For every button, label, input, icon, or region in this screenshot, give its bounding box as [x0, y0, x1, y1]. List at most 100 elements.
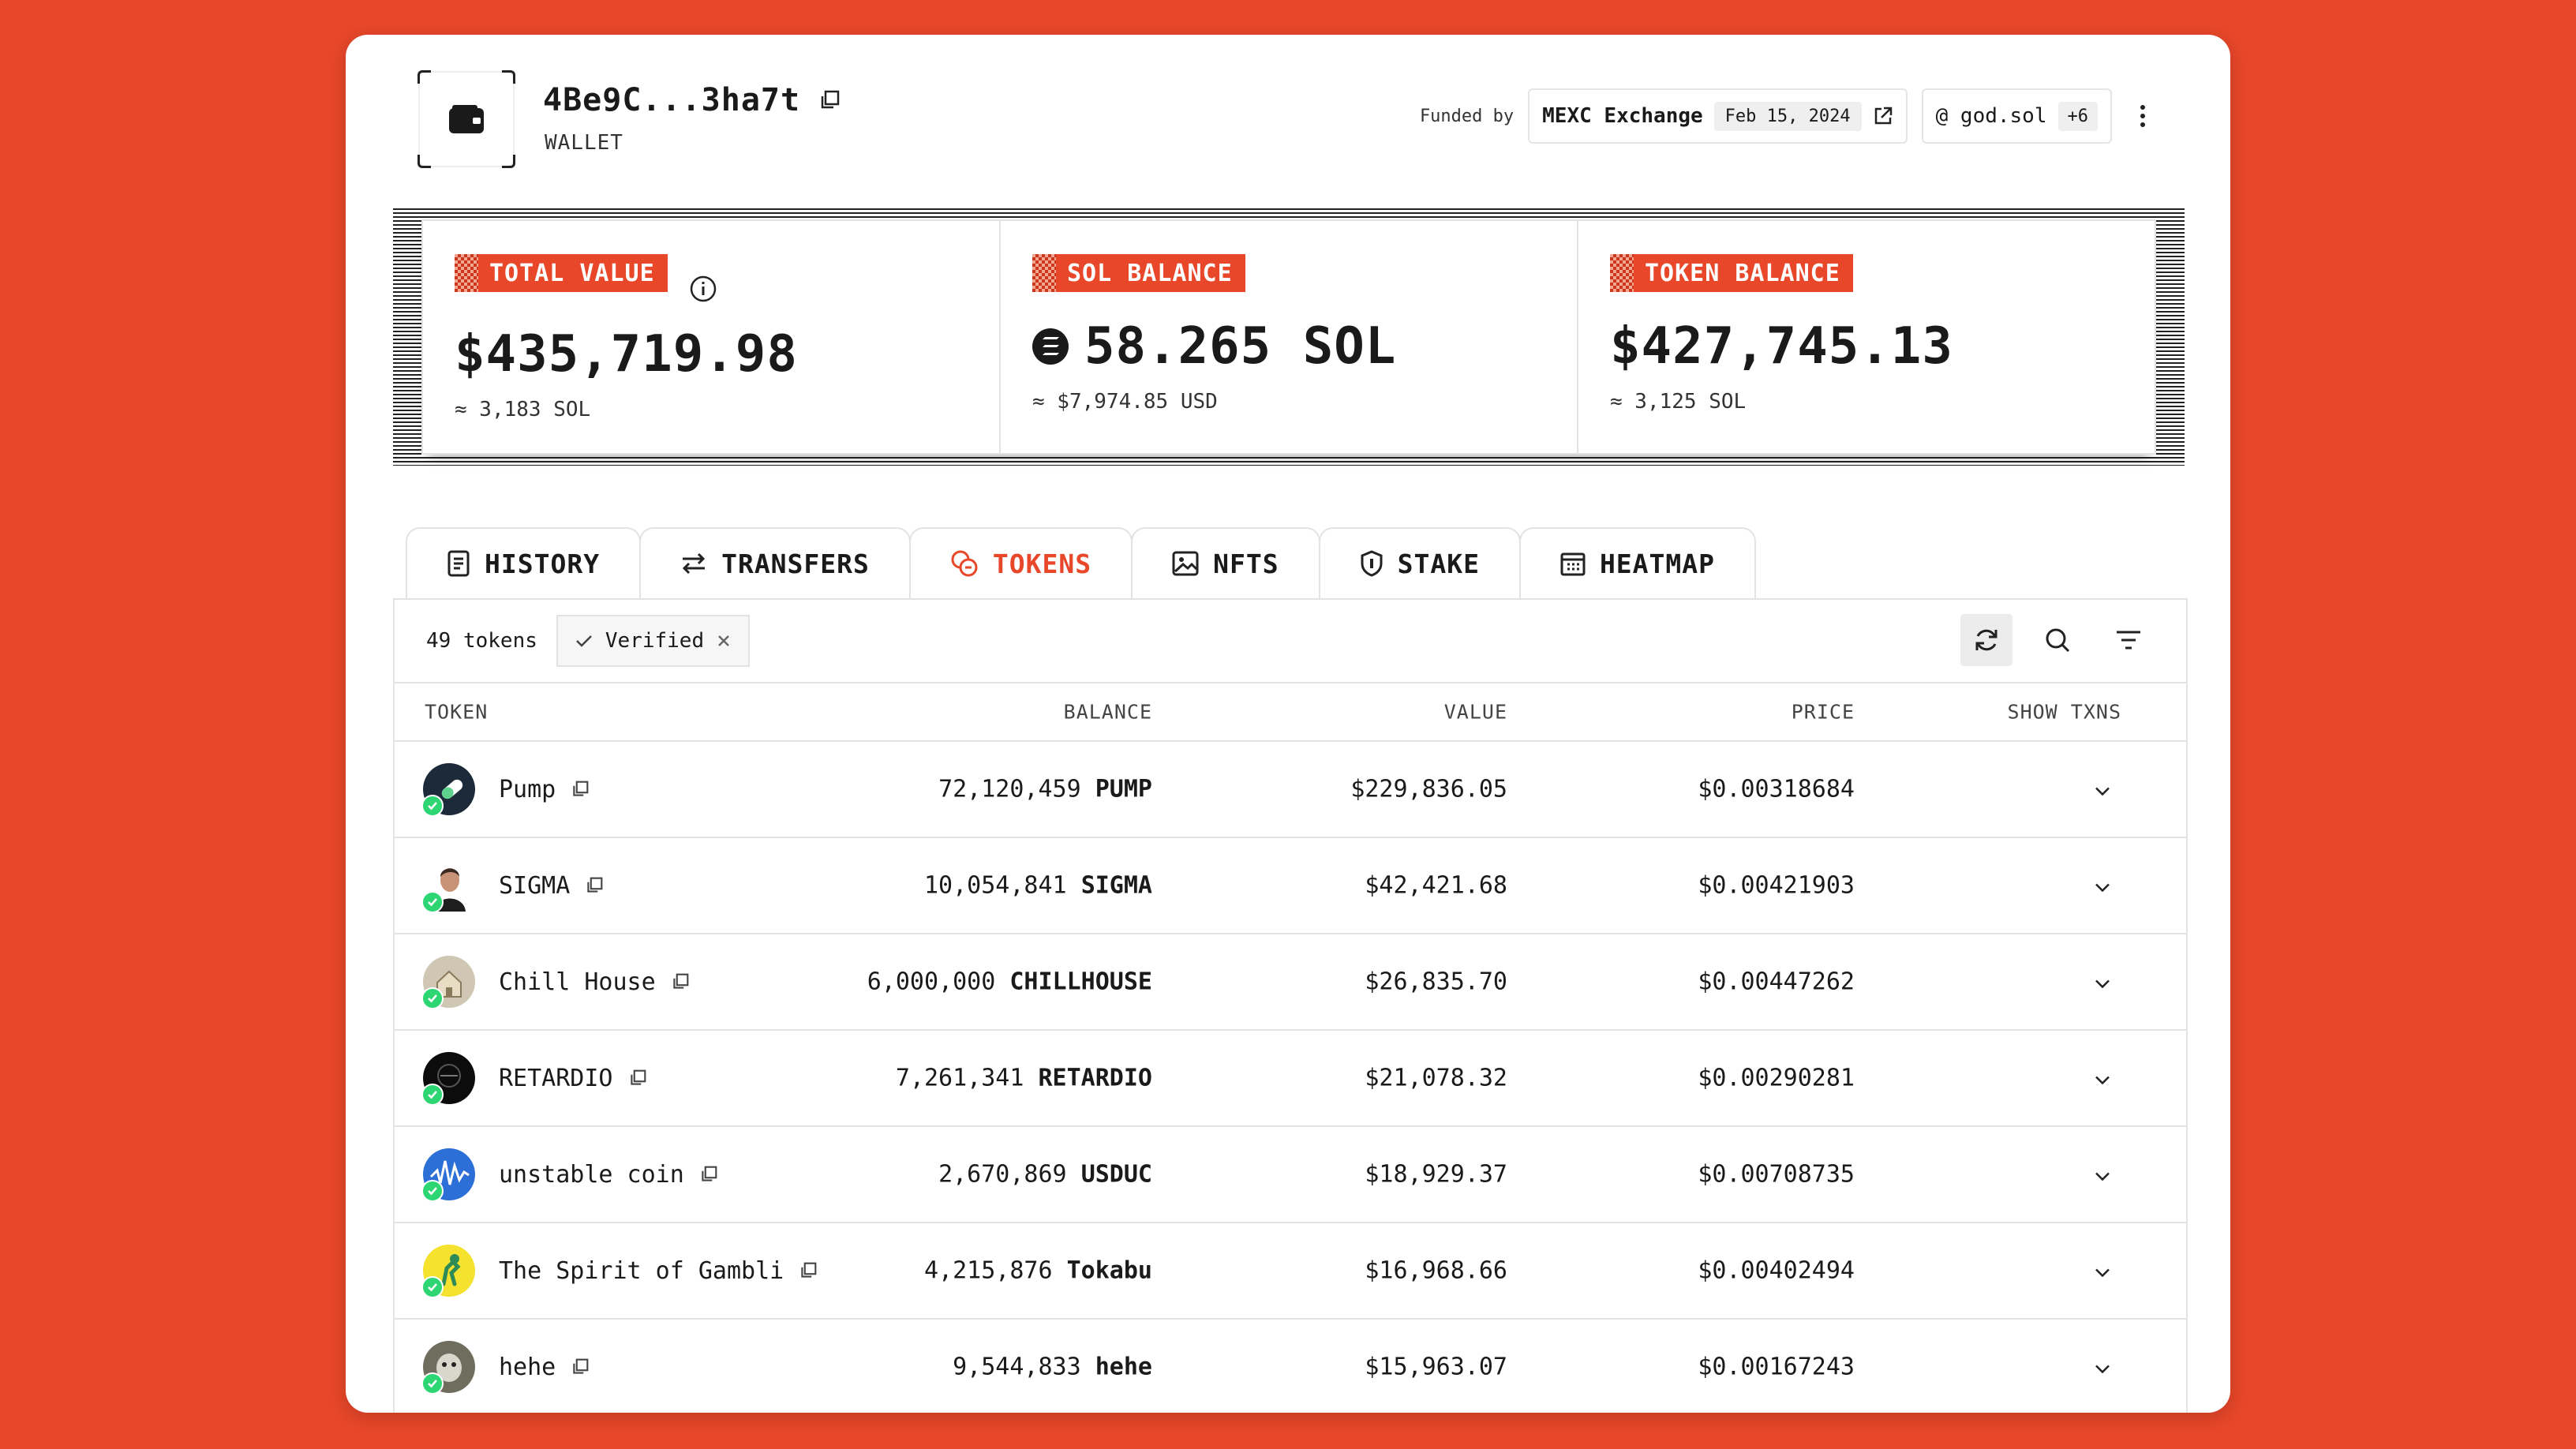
stat-token-balance: TOKEN BALANCE $427,745.13 ≈ 3,125 SOL	[1578, 221, 2155, 453]
coins-icon	[951, 550, 978, 577]
token-price: $0.00402494	[1698, 1256, 1855, 1285]
domain-pill[interactable]: @ god.sol +6	[1921, 88, 2112, 144]
table-row[interactable]: Chill House 6,000,000 CHILLHOUSE $26,835…	[395, 934, 2186, 1031]
copy-icon[interactable]	[571, 1358, 589, 1376]
table-toolbar: 49 tokens Verified	[395, 600, 2186, 683]
token-name: Chill House	[499, 968, 656, 996]
table-row[interactable]: RETARDIO 7,261,341 RETARDIO $21,078.32 $…	[395, 1031, 2186, 1127]
token-balance: 4,215,876 Tokabu	[924, 1256, 1152, 1285]
stat-sub: ≈ $7,974.85 USD	[1032, 390, 1218, 414]
tab-transfers[interactable]: TRANSFERS	[639, 527, 911, 598]
token-count: 49 tokens	[426, 629, 537, 653]
token-logo	[421, 1052, 475, 1106]
table-row[interactable]: The Spirit of Gambli 4,215,876 Tokabu $1…	[395, 1223, 2186, 1320]
token-name: unstable coin	[499, 1160, 684, 1189]
verified-icon	[421, 1084, 444, 1106]
info-icon[interactable]	[689, 275, 717, 303]
table-row[interactable]: hehe 9,544,833 hehe $15,963.07 $0.001672…	[395, 1320, 2186, 1413]
chevron-down-icon[interactable]	[2094, 1065, 2111, 1092]
chevron-down-icon[interactable]	[2094, 1257, 2111, 1285]
filter-icon	[2117, 631, 2140, 650]
token-balance: 10,054,841 SIGMA	[924, 871, 1152, 900]
close-icon[interactable]	[717, 634, 731, 648]
funded-by-section: Funded by MEXC Exchange Feb 15, 2024 @ g…	[1420, 88, 2155, 144]
chevron-down-icon[interactable]	[2094, 1354, 2111, 1381]
chevron-down-icon[interactable]	[2094, 776, 2111, 803]
stat-value: $435,719.98	[455, 324, 798, 384]
verified-icon	[421, 795, 444, 817]
tab-stake[interactable]: STAKE	[1318, 527, 1521, 598]
stat-tag: TOTAL VALUE	[455, 254, 668, 292]
table-row[interactable]: unstable coin 2,670,869 USDUC $18,929.37…	[395, 1127, 2186, 1223]
tab-nfts[interactable]: NFTS	[1131, 527, 1320, 598]
token-logo	[421, 763, 475, 817]
check-icon	[576, 635, 592, 647]
verified-icon	[421, 1276, 444, 1298]
copy-icon[interactable]	[629, 1069, 646, 1087]
token-balance: 6,000,000 CHILLHOUSE	[867, 968, 1152, 996]
token-balance: 2,670,869 USDUC	[938, 1160, 1152, 1189]
document-icon	[447, 550, 470, 577]
token-name: Pump	[499, 775, 556, 803]
header-value: VALUE	[1443, 700, 1507, 724]
table-header: TOKEN BALANCE VALUE PRICE SHOW TXNS	[395, 683, 2186, 742]
more-menu-icon[interactable]	[2131, 105, 2155, 127]
tab-history[interactable]: HISTORY	[406, 527, 642, 598]
stat-tag: SOL BALANCE	[1032, 254, 1245, 292]
domain-name: @ god.sol	[1935, 104, 2047, 128]
filter-chip-verified[interactable]: Verified	[556, 615, 751, 667]
wallet-type-label: WALLET	[545, 131, 623, 155]
table-row[interactable]: Pump 72,120,459 PUMP $229,836.05 $0.0031…	[395, 742, 2186, 838]
token-price: $0.00290281	[1698, 1064, 1855, 1092]
token-name: SIGMA	[499, 871, 571, 900]
copy-icon[interactable]	[819, 90, 840, 110]
tab-heatmap[interactable]: HEATMAP	[1518, 527, 1757, 598]
verified-icon	[421, 1372, 444, 1395]
tab-tokens[interactable]: TOKENS	[908, 527, 1133, 598]
copy-icon[interactable]	[700, 1166, 717, 1183]
token-balance: 7,261,341 RETARDIO	[895, 1064, 1152, 1092]
token-value: $18,929.37	[1365, 1160, 1507, 1189]
header-show-txns: SHOW TXNS	[2007, 700, 2121, 724]
refresh-button[interactable]	[1960, 614, 2012, 666]
token-name: hehe	[499, 1353, 556, 1381]
funder-name: MEXC Exchange	[1542, 104, 1703, 128]
filter-button[interactable]	[2102, 614, 2155, 666]
header-token: TOKEN	[425, 700, 489, 724]
domain-more-badge: +6	[2057, 101, 2098, 131]
token-balance: 9,544,833 hehe	[953, 1353, 1152, 1381]
token-value: $16,968.66	[1365, 1256, 1507, 1285]
external-link-icon[interactable]	[1873, 106, 1893, 126]
funder-pill[interactable]: MEXC Exchange Feb 15, 2024	[1528, 88, 1908, 144]
stat-value: $427,745.13	[1610, 317, 1953, 376]
copy-icon[interactable]	[571, 781, 589, 798]
token-price: $0.00447262	[1698, 968, 1855, 996]
copy-icon[interactable]	[672, 973, 689, 990]
wallet-address: 4Be9C...3ha7t	[543, 82, 801, 118]
copy-icon[interactable]	[586, 877, 603, 894]
stats-panel: TOTAL VALUE $435,719.98 ≈ 3,183 SOL SOL …	[393, 208, 2185, 466]
chevron-down-icon[interactable]	[2094, 968, 2111, 996]
image-icon	[1172, 551, 1199, 576]
table-row[interactable]: SIGMA 10,054,841 SIGMA $42,421.68 $0.004…	[395, 838, 2186, 934]
verified-icon	[421, 987, 444, 1009]
verified-icon	[421, 891, 444, 913]
wallet-icon	[449, 105, 484, 133]
copy-icon[interactable]	[799, 1262, 817, 1279]
shield-icon	[1361, 550, 1383, 577]
token-logo	[421, 1148, 475, 1202]
token-price: $0.00167243	[1698, 1353, 1855, 1381]
token-price: $0.00318684	[1698, 775, 1855, 803]
stat-tag: TOKEN BALANCE	[1610, 254, 1853, 292]
stat-total-value: TOTAL VALUE $435,719.98 ≈ 3,183 SOL	[423, 221, 1001, 453]
search-button[interactable]	[2031, 614, 2084, 666]
chevron-down-icon[interactable]	[2094, 872, 2111, 900]
token-logo	[421, 1245, 475, 1298]
wallet-avatar	[417, 70, 515, 168]
solana-icon	[1032, 328, 1069, 365]
token-value: $42,421.68	[1365, 871, 1507, 900]
chevron-down-icon[interactable]	[2094, 1161, 2111, 1189]
stat-sol-balance: SOL BALANCE 58.265 SOL ≈ $7,974.85 USD	[1001, 221, 1578, 453]
token-value: $15,963.07	[1365, 1353, 1507, 1381]
token-name: RETARDIO	[499, 1064, 613, 1092]
